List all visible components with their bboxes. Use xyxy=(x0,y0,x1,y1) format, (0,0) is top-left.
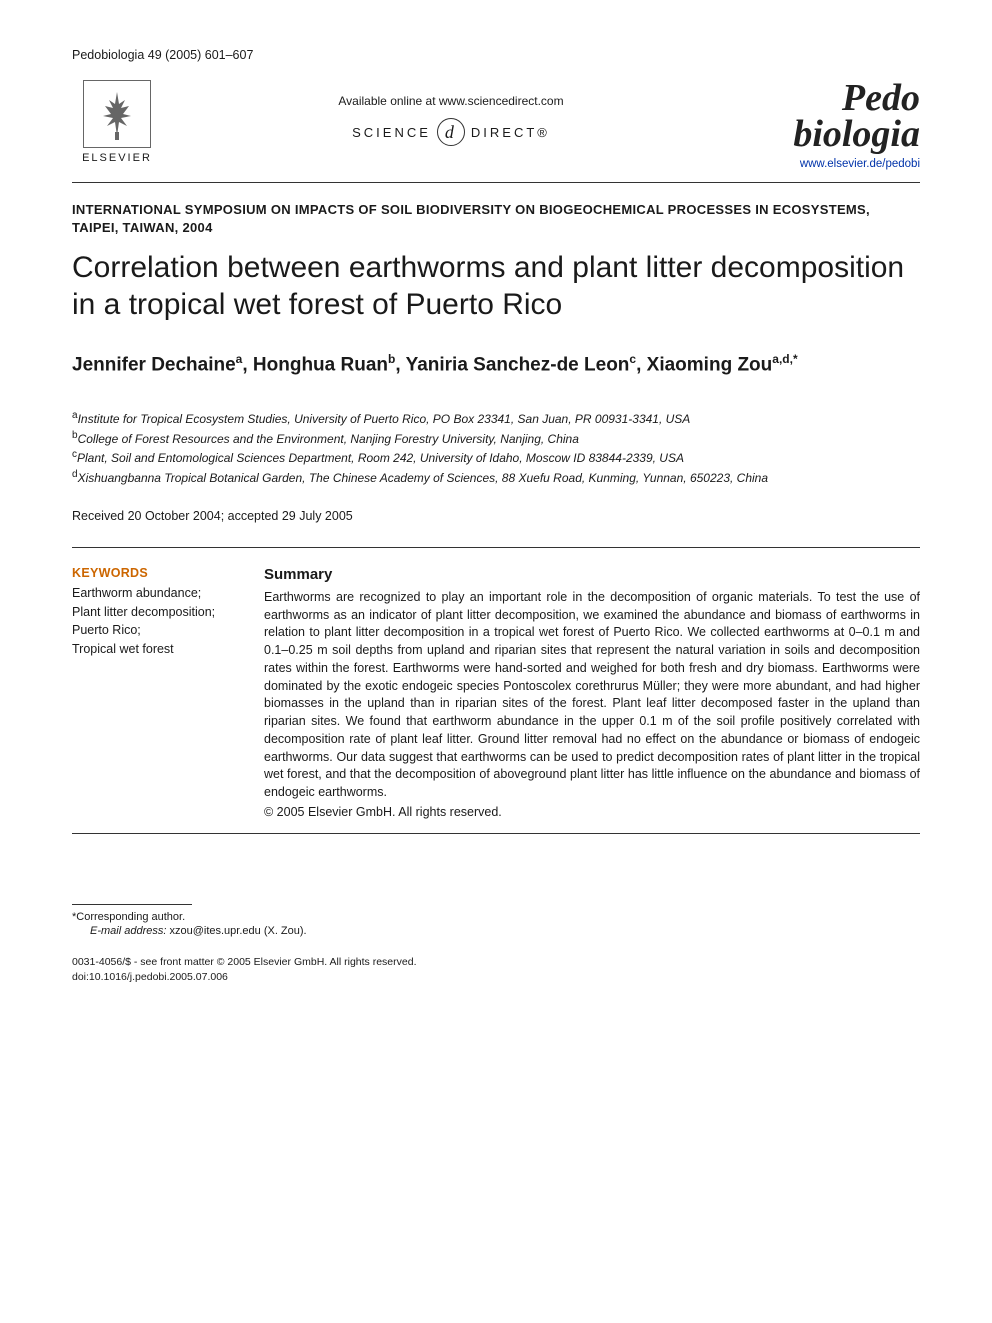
email-value[interactable]: xzou@ites.upr.edu (X. Zou). xyxy=(169,925,306,937)
science-direct-logo: SCIENCE d DIRECT® xyxy=(162,118,740,146)
keyword: Earthworm abundance; xyxy=(72,584,232,603)
header-rule xyxy=(72,182,920,183)
footer-doi: doi:10.1016/j.pedobi.2005.07.006 xyxy=(72,970,920,985)
affiliation: dXishuangbanna Tropical Botanical Garden… xyxy=(72,468,920,487)
journal-url[interactable]: www.elsevier.de/pedobi xyxy=(740,158,920,170)
corresponding-author: *Corresponding author. xyxy=(72,911,920,923)
available-online-text: Available online at www.sciencedirect.co… xyxy=(162,94,740,108)
affiliation: bCollege of Forest Resources and the Env… xyxy=(72,429,920,448)
header-center: Available online at www.sciencedirect.co… xyxy=(162,80,740,146)
footer-issn: 0031-4056/$ - see front matter © 2005 El… xyxy=(72,955,920,970)
keyword: Plant litter decomposition; xyxy=(72,603,232,622)
summary-text: Earthworms are recognized to play an imp… xyxy=(264,589,920,802)
email-line: E-mail address: xzou@ites.upr.edu (X. Zo… xyxy=(72,925,920,937)
footer: 0031-4056/$ - see front matter © 2005 El… xyxy=(72,955,920,984)
sd-left: SCIENCE xyxy=(352,125,431,140)
content-row: KEYWORDS Earthworm abundance;Plant litte… xyxy=(72,566,920,819)
pre-abstract-rule xyxy=(72,547,920,548)
post-abstract-rule xyxy=(72,833,920,834)
keywords-column: KEYWORDS Earthworm abundance;Plant litte… xyxy=(72,566,232,819)
citation: Pedobiologia 49 (2005) 601–607 xyxy=(72,48,920,62)
sd-at-icon: d xyxy=(437,118,465,146)
keyword: Puerto Rico; xyxy=(72,621,232,640)
article-title: Correlation between earthworms and plant… xyxy=(72,250,920,323)
header-row: ELSEVIER Available online at www.science… xyxy=(72,80,920,170)
symposium-heading: INTERNATIONAL SYMPOSIUM ON IMPACTS OF SO… xyxy=(72,201,920,236)
elsevier-tree-icon xyxy=(83,80,151,148)
journal-title: Pedo biologia xyxy=(740,80,920,152)
keywords-list: Earthworm abundance;Plant litter decompo… xyxy=(72,584,232,659)
affiliation: aInstitute for Tropical Ecosystem Studie… xyxy=(72,409,920,428)
sd-right: DIRECT® xyxy=(471,125,550,140)
publisher-name: ELSEVIER xyxy=(82,152,152,164)
footnote-rule xyxy=(72,904,192,905)
article-dates: Received 20 October 2004; accepted 29 Ju… xyxy=(72,509,920,523)
journal-logo: Pedo biologia www.elsevier.de/pedobi xyxy=(740,80,920,170)
email-label: E-mail address: xyxy=(90,925,166,937)
summary-copyright: © 2005 Elsevier GmbH. All rights reserve… xyxy=(264,805,920,819)
affiliation: cPlant, Soil and Entomological Sciences … xyxy=(72,448,920,467)
summary-column: Summary Earthworms are recognized to pla… xyxy=(264,566,920,819)
keywords-heading: KEYWORDS xyxy=(72,566,232,580)
publisher-block: ELSEVIER xyxy=(72,80,162,164)
keyword: Tropical wet forest xyxy=(72,640,232,659)
authors: Jennifer Dechainea, Honghua Ruanb, Yanir… xyxy=(72,351,920,379)
journal-title-line2: biologia xyxy=(740,116,920,152)
journal-title-line1: Pedo xyxy=(740,80,920,116)
affiliations: aInstitute for Tropical Ecosystem Studie… xyxy=(72,409,920,487)
summary-heading: Summary xyxy=(264,566,920,583)
